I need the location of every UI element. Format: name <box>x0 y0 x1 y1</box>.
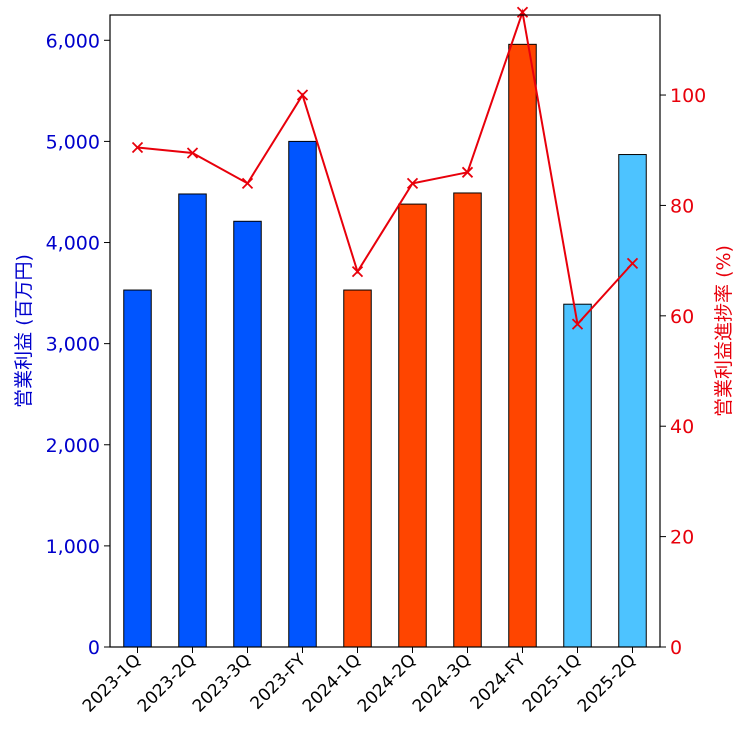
progress-marker-2023-2Q <box>186 147 199 159</box>
y-tick-right-label: 0 <box>670 637 682 659</box>
bars-layer <box>123 43 647 648</box>
plot-frame <box>109 14 661 648</box>
progress-line-layer <box>131 6 639 330</box>
y-tick-right-label: 60 <box>670 306 694 328</box>
y-tick-left-label: 0 <box>88 637 100 659</box>
progress-marker-2023-3Q <box>241 177 254 189</box>
progress-marker-2025-1Q <box>571 318 584 330</box>
y-tick-left-label: 5,000 <box>46 131 100 153</box>
progress-marker-2023-FY <box>296 89 309 101</box>
y-tick-right-label: 20 <box>670 527 694 549</box>
progress-marker-2025-2Q <box>626 257 639 270</box>
bar-2023-3Q <box>233 220 262 648</box>
bar-2023-1Q <box>123 289 152 648</box>
y-tick-left-label: 4,000 <box>46 233 100 255</box>
progress-marker-2024-2Q <box>406 177 419 189</box>
progress-marker-2024-3Q <box>461 166 474 178</box>
progress-marker-2024-1Q <box>351 266 364 278</box>
x-tick-label: 2024-3Q <box>409 650 475 716</box>
x-tick-label: 2024-1Q <box>299 650 365 716</box>
y-tick-left-label: 2,000 <box>46 435 100 457</box>
x-tick-label: 2023-3Q <box>189 650 255 716</box>
bar-2023-FY <box>288 140 317 648</box>
x-tick-label: 2024-2Q <box>354 650 420 716</box>
y-tick-left-label: 6,000 <box>46 30 100 52</box>
progress-line <box>137 8 634 327</box>
progress-marker-2023-1Q <box>131 141 144 154</box>
y-tick-right-label: 40 <box>670 416 694 438</box>
bar-2025-1Q <box>563 303 592 648</box>
y-tick-right-label: 100 <box>670 85 706 107</box>
y-axis-label-left: 営業利益 (百万円) <box>13 254 35 408</box>
y-tick-right-label: 80 <box>670 195 694 217</box>
bar-2024-3Q <box>453 192 482 648</box>
bar-2023-2Q <box>178 193 207 648</box>
x-tick-label: 2023-2Q <box>134 650 200 716</box>
x-tick-label: 2025-1Q <box>519 650 585 716</box>
y-tick-left-label: 1,000 <box>46 536 100 558</box>
y-tick-left-label: 3,000 <box>46 334 100 356</box>
y-axis-label-right: 営業利益進捗率 (%) <box>713 245 735 417</box>
x-tick-label: 2023-1Q <box>79 650 145 716</box>
bar-2024-2Q <box>398 203 427 648</box>
bar-2025-2Q <box>618 154 647 648</box>
x-tick-label: 2025-2Q <box>574 650 640 716</box>
bar-2024-1Q <box>343 289 372 648</box>
bar-2024-FY <box>508 43 537 648</box>
